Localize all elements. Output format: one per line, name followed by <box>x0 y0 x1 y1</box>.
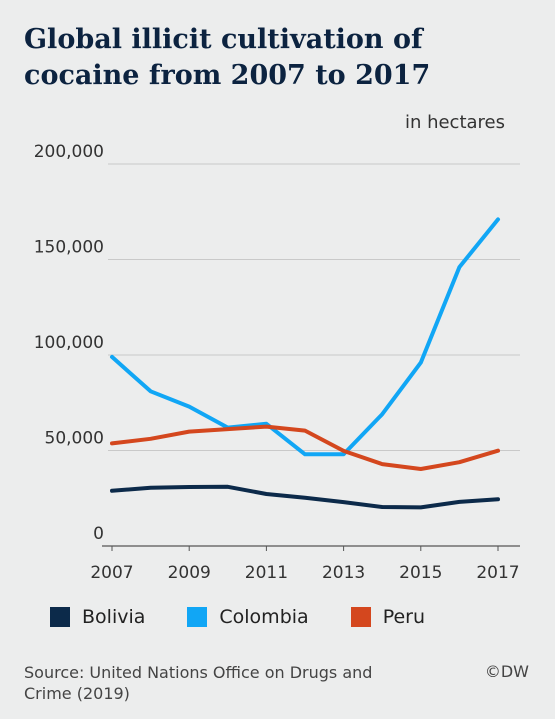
legend: Bolivia Colombia Peru <box>50 606 467 628</box>
x-tick-label: 2007 <box>90 563 133 583</box>
legend-swatch-peru <box>350 607 371 627</box>
dw-credit: ©DW <box>484 662 529 681</box>
series-line-peru <box>110 424 500 471</box>
legend-label-peru: Peru <box>382 606 426 628</box>
y-tick-label: 100,000 <box>34 333 104 353</box>
legend-item-peru: Peru <box>350 606 426 628</box>
x-tick-label: 2017 <box>476 563 519 583</box>
x-tick-label: 2015 <box>399 563 442 583</box>
unit-label: in hectares <box>404 112 505 133</box>
legend-label-bolivia: Bolivia <box>82 606 146 628</box>
source-note: Source: United Nations Office on Drugs a… <box>24 663 373 703</box>
y-tick-label: 50,000 <box>45 429 104 449</box>
y-tick-label: 0 <box>93 524 104 544</box>
line-chart: 0 50,000 100,000 150,000 200,000 2007 2009 2011… <box>34 142 520 583</box>
series-line-bolivia <box>110 484 500 510</box>
chart-title: Global illicit cultivation of cocaine fr… <box>24 24 431 91</box>
legend-item-colombia: Colombia <box>187 606 309 628</box>
legend-swatch-bolivia <box>50 607 70 627</box>
legend-swatch-colombia <box>187 607 208 627</box>
legend-item-bolivia: Bolivia <box>50 606 145 628</box>
legend-label-colombia: Colombia <box>219 606 309 628</box>
x-tick-label: 2009 <box>168 563 211 583</box>
y-tick-label: 200,000 <box>34 142 104 162</box>
x-tick-label: 2013 <box>322 563 365 583</box>
x-tick-label: 2011 <box>245 563 288 583</box>
y-tick-label: 150,000 <box>34 238 104 258</box>
series-line-colombia <box>110 217 500 457</box>
